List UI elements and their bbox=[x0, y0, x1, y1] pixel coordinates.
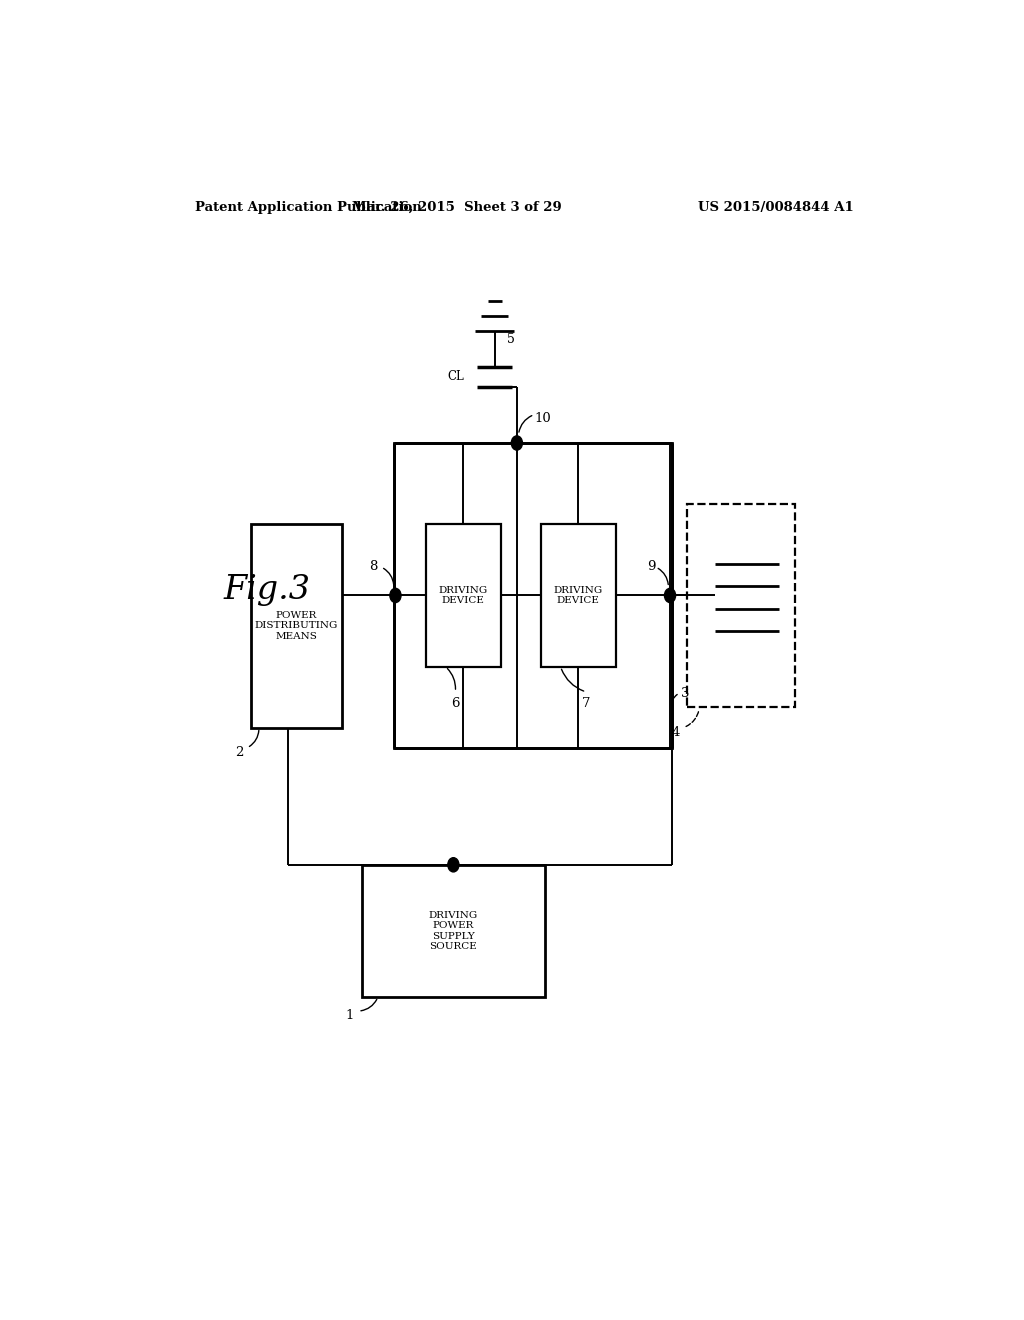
Text: 4: 4 bbox=[671, 726, 680, 739]
Text: CL: CL bbox=[447, 371, 465, 383]
Text: 6: 6 bbox=[452, 697, 460, 710]
Bar bbox=[394, 444, 672, 748]
Text: 7: 7 bbox=[582, 697, 591, 710]
Circle shape bbox=[665, 589, 676, 602]
Text: US 2015/0084844 A1: US 2015/0084844 A1 bbox=[698, 201, 854, 214]
Text: 1: 1 bbox=[346, 1008, 354, 1022]
Circle shape bbox=[390, 589, 401, 602]
Circle shape bbox=[511, 436, 522, 450]
Text: 8: 8 bbox=[370, 560, 378, 573]
Bar bbox=[426, 524, 501, 667]
Circle shape bbox=[447, 858, 459, 873]
Text: 5: 5 bbox=[507, 334, 514, 346]
Bar bbox=[541, 524, 616, 667]
Text: Mar. 26, 2015  Sheet 3 of 29: Mar. 26, 2015 Sheet 3 of 29 bbox=[352, 201, 562, 214]
Text: 10: 10 bbox=[535, 412, 551, 425]
Text: Patent Application Publication: Patent Application Publication bbox=[196, 201, 422, 214]
Text: DRIVING
POWER
SUPPLY
SOURCE: DRIVING POWER SUPPLY SOURCE bbox=[429, 911, 478, 950]
Text: DRIVING
DEVICE: DRIVING DEVICE bbox=[554, 586, 603, 605]
Bar bbox=[687, 504, 795, 708]
Text: 9: 9 bbox=[647, 560, 655, 573]
Text: POWER
DISTRIBUTING
MEANS: POWER DISTRIBUTING MEANS bbox=[255, 611, 338, 640]
Bar bbox=[362, 865, 545, 997]
Text: 2: 2 bbox=[234, 746, 243, 759]
Text: 3: 3 bbox=[681, 686, 689, 700]
Text: DRIVING
DEVICE: DRIVING DEVICE bbox=[438, 586, 487, 605]
Bar bbox=[251, 524, 342, 727]
Text: Fig.3: Fig.3 bbox=[223, 574, 310, 606]
